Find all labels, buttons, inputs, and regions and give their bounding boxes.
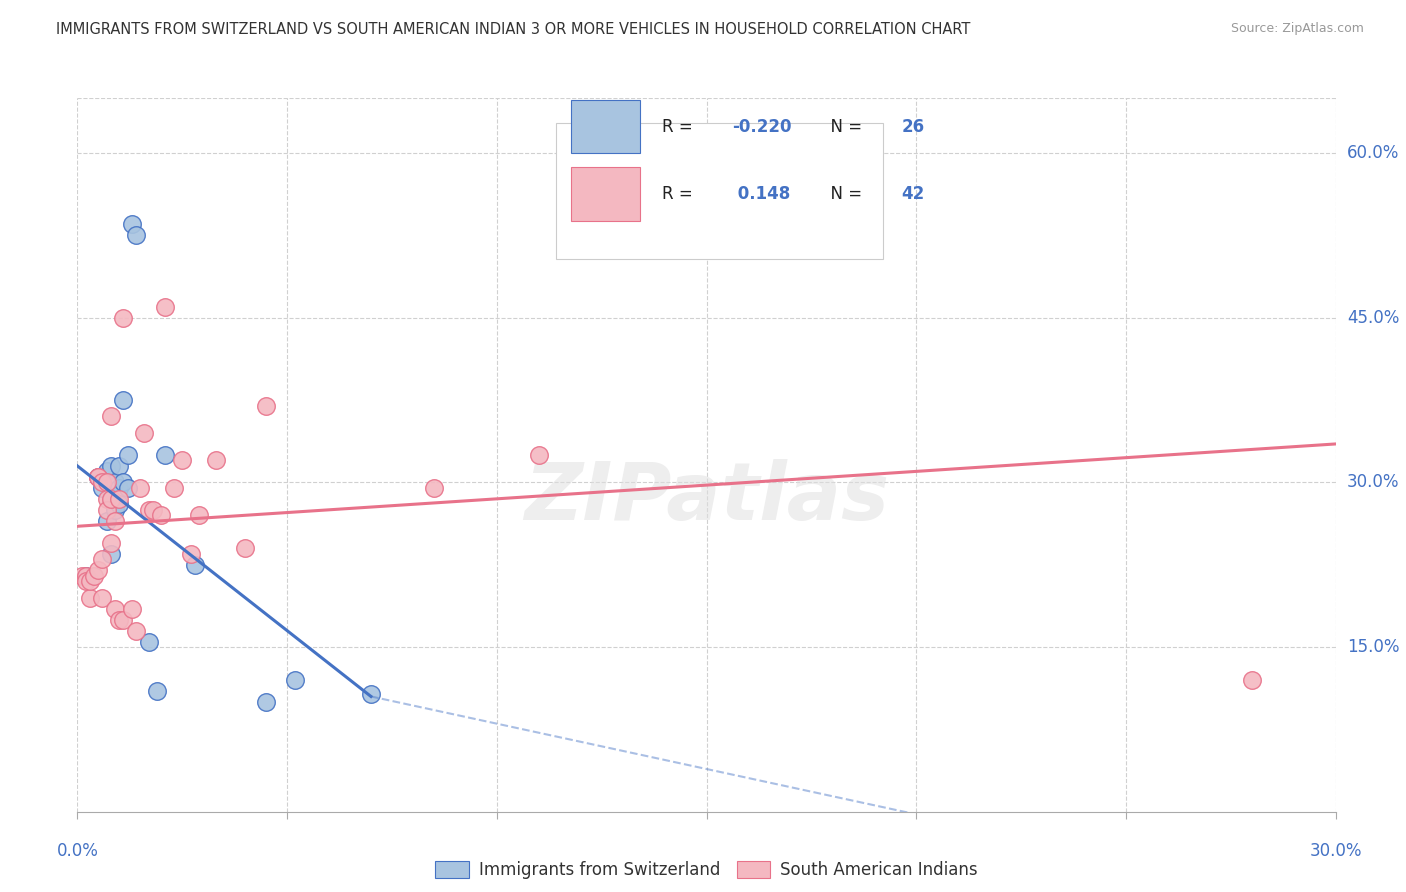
Point [87, 563, 110, 577]
Point [100, 458, 122, 473]
Text: 30.0%: 30.0% [1347, 474, 1399, 491]
Point [104, 514, 127, 528]
Point [96, 464, 118, 478]
Text: N =: N = [820, 118, 868, 136]
Point [172, 453, 194, 467]
Point [104, 503, 127, 517]
Text: -0.220: -0.220 [731, 118, 792, 136]
Point [70, 568, 93, 582]
Point [100, 491, 122, 506]
Point [96, 514, 118, 528]
Point [360, 687, 382, 701]
Text: 42: 42 [901, 186, 925, 203]
Point [91, 481, 114, 495]
Point [184, 558, 207, 572]
FancyBboxPatch shape [571, 100, 640, 153]
Point [91, 591, 114, 605]
Point [125, 624, 148, 638]
Point [87, 470, 110, 484]
Point [75, 574, 97, 589]
Text: R =: R = [662, 186, 699, 203]
Point [112, 392, 135, 407]
Point [129, 481, 152, 495]
Text: 15.0%: 15.0% [1347, 638, 1399, 656]
Text: 45.0%: 45.0% [1347, 309, 1399, 326]
Point [112, 613, 135, 627]
Point [188, 508, 211, 523]
Point [163, 481, 186, 495]
Point [155, 300, 177, 314]
Point [104, 475, 127, 490]
Point [204, 453, 226, 467]
Point [100, 535, 122, 549]
Text: 26: 26 [901, 118, 925, 136]
Point [108, 491, 131, 506]
Text: 60.0%: 60.0% [1347, 144, 1399, 162]
Point [121, 218, 143, 232]
Text: N =: N = [820, 186, 868, 203]
Point [104, 601, 127, 615]
Point [112, 310, 135, 325]
Point [142, 503, 165, 517]
Point [87, 470, 110, 484]
Point [138, 503, 160, 517]
Point [91, 475, 114, 490]
Text: 30.0%: 30.0% [1309, 842, 1362, 860]
Point [1240, 673, 1263, 687]
Point [108, 497, 131, 511]
Point [254, 399, 277, 413]
Point [150, 508, 173, 523]
Point [75, 568, 97, 582]
Text: R =: R = [662, 118, 699, 136]
Point [91, 552, 114, 566]
FancyBboxPatch shape [571, 168, 640, 221]
Text: 0.148: 0.148 [731, 186, 790, 203]
Point [423, 481, 446, 495]
Point [134, 425, 156, 440]
Point [146, 684, 169, 698]
Point [79, 591, 101, 605]
Legend: Immigrants from Switzerland, South American Indians: Immigrants from Switzerland, South Ameri… [429, 854, 984, 886]
Point [117, 448, 139, 462]
Point [527, 448, 550, 462]
Point [87, 470, 110, 484]
Text: ZIPatlas: ZIPatlas [524, 458, 889, 537]
Point [96, 503, 118, 517]
Point [100, 491, 122, 506]
Point [125, 228, 148, 243]
Point [254, 695, 277, 709]
Point [121, 601, 143, 615]
Point [79, 574, 101, 589]
Point [108, 613, 131, 627]
Point [75, 568, 97, 582]
Text: 0.0%: 0.0% [56, 842, 98, 860]
Point [100, 409, 122, 424]
Point [100, 547, 122, 561]
Point [96, 475, 118, 490]
Text: IMMIGRANTS FROM SWITZERLAND VS SOUTH AMERICAN INDIAN 3 OR MORE VEHICLES IN HOUSE: IMMIGRANTS FROM SWITZERLAND VS SOUTH AME… [56, 22, 970, 37]
Point [96, 491, 118, 506]
Point [108, 458, 131, 473]
Text: Source: ZipAtlas.com: Source: ZipAtlas.com [1230, 22, 1364, 36]
Point [233, 541, 256, 556]
Point [83, 568, 105, 582]
Point [284, 673, 307, 687]
FancyBboxPatch shape [555, 123, 883, 259]
Point [117, 481, 139, 495]
Point [155, 448, 177, 462]
Point [180, 547, 202, 561]
Point [112, 475, 135, 490]
Point [108, 481, 131, 495]
Point [138, 634, 160, 648]
